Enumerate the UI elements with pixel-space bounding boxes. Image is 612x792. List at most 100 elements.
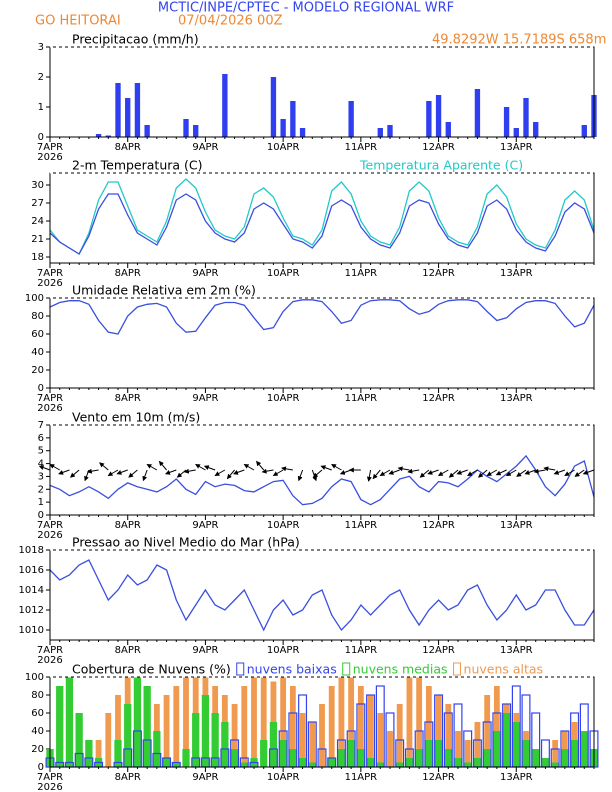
wind-arrow xyxy=(128,469,138,478)
year-label: 2026 xyxy=(37,152,62,163)
wind-arrow xyxy=(86,468,99,474)
wind-arrow xyxy=(272,469,284,477)
bar xyxy=(144,125,150,137)
x-tick-label: 8APR xyxy=(115,268,141,279)
bar xyxy=(425,686,432,767)
wind-arrow xyxy=(553,469,566,475)
legend-label: Temperatura Aparente (C) xyxy=(359,158,523,173)
bar xyxy=(85,740,93,767)
bar xyxy=(570,740,579,767)
bar xyxy=(183,119,189,137)
bar xyxy=(260,740,268,767)
bar xyxy=(493,731,501,767)
x-tick-label: 8APR xyxy=(115,393,141,404)
bar xyxy=(483,749,491,767)
wind-arrow xyxy=(543,466,556,472)
panel-frame xyxy=(49,172,595,264)
bar xyxy=(426,101,432,137)
bar xyxy=(474,722,481,767)
bar xyxy=(115,83,121,137)
year-label: 2026 xyxy=(37,655,62,666)
bar xyxy=(115,695,121,767)
wind-arrow xyxy=(388,469,400,475)
year-label: 2026 xyxy=(37,403,62,414)
x-tick-label: 13APR xyxy=(500,393,533,404)
x-tick-label: 10APR xyxy=(267,645,300,656)
bar xyxy=(474,89,481,137)
bar xyxy=(366,758,375,767)
bar xyxy=(260,677,267,767)
x-tick-label: 12APR xyxy=(422,268,455,279)
bar xyxy=(163,695,170,767)
y-tick-label: 0 xyxy=(38,132,44,143)
series-line xyxy=(49,454,595,506)
year-label: 2026 xyxy=(37,530,62,541)
bar xyxy=(348,677,355,767)
x-tick-label: 12APR xyxy=(422,393,455,404)
y-tick-label: 4 xyxy=(38,459,44,470)
y-tick-label: 1 xyxy=(38,102,44,113)
bar xyxy=(445,704,452,767)
main-title: MCTIC/INPE/CPTEC - MODELO REGIONAL WRF xyxy=(158,1,454,16)
y-tick-label: 18 xyxy=(31,252,44,263)
x-tick-label: 10APR xyxy=(267,268,300,279)
bar xyxy=(299,713,306,767)
bar xyxy=(308,762,316,767)
bar xyxy=(182,749,190,767)
x-tick-label: 12APR xyxy=(422,520,455,531)
y-tick-label: 60 xyxy=(31,708,44,719)
x-tick-label: 13APR xyxy=(500,520,533,531)
bar xyxy=(221,722,229,767)
wind-arrow xyxy=(320,465,332,471)
bar xyxy=(95,740,102,767)
wind-arrow xyxy=(495,469,507,476)
x-tick-label: 8APR xyxy=(115,772,141,783)
y-tick-label: 21 xyxy=(31,234,44,245)
legend-swatch xyxy=(342,662,351,676)
bar xyxy=(230,749,239,767)
bar xyxy=(444,749,452,767)
wind-arrow xyxy=(69,469,80,478)
panel-frame xyxy=(49,549,595,641)
y-tick-label: 100 xyxy=(25,672,44,683)
bar xyxy=(502,713,511,767)
bar xyxy=(338,677,345,767)
x-tick-label: 7APR xyxy=(37,645,63,656)
bar xyxy=(580,731,588,767)
wind-arrow xyxy=(261,468,274,474)
wind-arrow xyxy=(486,469,498,477)
bar xyxy=(125,98,131,137)
wind-arrow xyxy=(165,469,177,475)
wind-arrow xyxy=(158,460,167,471)
bar xyxy=(289,686,296,767)
y-tick-label: 30 xyxy=(31,180,44,191)
wind-arrow xyxy=(516,469,527,477)
bar xyxy=(298,758,307,767)
legend-swatch xyxy=(453,662,462,676)
y-tick-label: 100 xyxy=(25,293,44,304)
wind-arrow xyxy=(582,469,595,475)
bar xyxy=(280,677,287,767)
panel-title: Pressao ao Nivel Medio do Mar (hPa) xyxy=(72,535,300,550)
bar xyxy=(231,704,238,767)
x-tick-label: 8APR xyxy=(115,142,141,153)
wind-arrow xyxy=(116,469,128,475)
x-tick-label: 11APR xyxy=(345,772,378,783)
bar xyxy=(416,677,423,767)
wind-arrow xyxy=(107,469,119,476)
y-tick-label: 7 xyxy=(38,420,44,431)
panel-title: Precipitacao (mm/h) xyxy=(72,32,199,47)
x-tick-label: 11APR xyxy=(345,645,378,656)
bar xyxy=(348,101,354,137)
wind-arrow xyxy=(203,465,216,471)
wind-arrow xyxy=(58,469,70,475)
wind-arrow xyxy=(281,466,293,472)
year-label: 2026 xyxy=(37,782,62,792)
bar xyxy=(503,107,510,137)
y-tick-label: 1 xyxy=(38,497,44,508)
x-tick-label: 8APR xyxy=(115,520,141,531)
series-line xyxy=(49,559,595,632)
y-tick-label: 27 xyxy=(31,198,44,209)
bar xyxy=(541,758,550,767)
